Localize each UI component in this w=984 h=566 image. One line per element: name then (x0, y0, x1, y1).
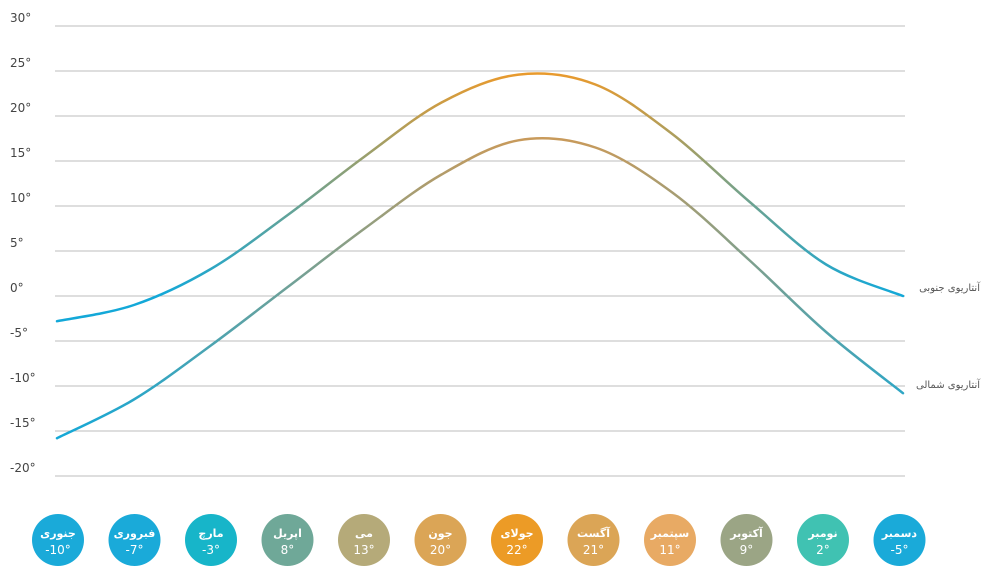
month-badge: آگست 21° (567, 514, 620, 566)
month-name: جون (428, 527, 452, 540)
month-badge: سپتمبر 11° (644, 514, 696, 566)
month-circle (720, 514, 773, 566)
month-temperature: 9° (740, 543, 754, 557)
month-circle (414, 514, 467, 566)
month-circle (185, 514, 237, 566)
month-circle (873, 514, 926, 566)
y-tick-label: -15° (10, 416, 36, 430)
y-tick-label: 15° (10, 146, 31, 160)
month-circle (338, 514, 390, 566)
month-name: فبروری (114, 527, 156, 540)
month-temperature: 2° (816, 543, 830, 557)
grid-lines (55, 25, 905, 477)
month-badge: اپریل 8° (261, 514, 314, 566)
month-name: اپریل (273, 527, 302, 540)
month-name: آگست (577, 526, 610, 540)
month-name: آکتوبر (729, 526, 763, 540)
y-tick-label: -20° (10, 461, 36, 475)
y-tick-label: 10° (10, 191, 31, 205)
month-circle (644, 514, 696, 566)
south-ontario-label: آنتاریوی جنوبی (919, 281, 981, 294)
y-tick-label: 30° (10, 11, 31, 25)
month-name: سپتمبر (650, 527, 690, 540)
month-circle (32, 514, 84, 566)
month-name: دسمبر (881, 527, 918, 540)
month-circle (261, 514, 314, 566)
month-circle (797, 514, 849, 566)
month-circle (491, 514, 543, 566)
month-badge: فبروری -7° (108, 514, 161, 566)
month-temperature: -7° (126, 543, 144, 557)
month-badge: دسمبر -5° (873, 514, 926, 566)
y-tick-label: 25° (10, 56, 31, 70)
month-badge: جون 20° (414, 514, 467, 566)
month-name: می (355, 527, 373, 540)
y-tick-label: 0° (10, 281, 24, 295)
month-temperature: -5° (891, 543, 909, 557)
y-tick-label: -5° (10, 326, 28, 340)
month-badge: جنوری -10° (32, 514, 84, 566)
month-badge: می 13° (338, 514, 390, 566)
y-tick-label: 5° (10, 236, 24, 250)
month-name: جنوری (40, 527, 76, 540)
month-temperature: 11° (659, 543, 680, 557)
north-ontario-label: آنتاریوی شمالی (916, 378, 981, 391)
south-ontario-line (55, 72, 905, 323)
month-name: مارچ (198, 527, 223, 541)
month-name: نومبر (807, 527, 837, 540)
month-badge: آکتوبر 9° (720, 514, 773, 566)
month-temperature: -3° (202, 543, 220, 557)
month-temperature: -10° (45, 543, 71, 557)
north-ontario-line (55, 136, 905, 440)
month-circles: جنوری -10° فبروری -7° مارچ -3° اپریل 8° می 13° جون… (32, 514, 926, 566)
month-badge: نومبر 2° (797, 514, 849, 566)
y-tick-label: 20° (10, 101, 31, 115)
y-tick-label: -10° (10, 371, 36, 385)
month-badge: مارچ -3° (185, 514, 237, 566)
month-temperature: 21° (583, 543, 604, 557)
month-temperature: 20° (430, 543, 451, 557)
month-circle (567, 514, 620, 566)
month-circle (108, 514, 161, 566)
month-temperature: 22° (506, 543, 527, 557)
y-axis-ticks: 30° 25° 20° 15° 10° 5° 0° -5° -10° -15° -20° (10, 11, 36, 475)
month-temperature: 8° (281, 543, 295, 557)
series-lines (55, 72, 905, 440)
month-temperature: 13° (353, 543, 374, 557)
series-labels: آنتاریوی جنوبی آنتاریوی شمالی (916, 281, 981, 391)
month-badge: جولای 22° (491, 514, 543, 566)
month-name: جولای (500, 527, 533, 540)
